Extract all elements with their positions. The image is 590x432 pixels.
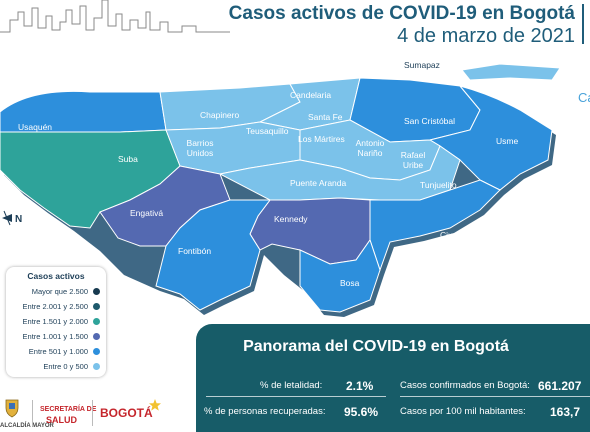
logo-separator [92,400,93,426]
por100mil-label: Casos por 100 mil habitantes: [400,406,526,417]
covid-summary-panel: Panorama del COVID-19 en Bogotá % de let… [196,324,590,432]
label-candelaria: Candelaria [290,90,332,100]
page-subtitle-date: 4 de marzo de 2021 [397,25,575,47]
label-kennedy: Kennedy [274,214,308,224]
label-sumapaz: Sumapaz [404,60,440,70]
legend-item: Entre 1.501 y 2.000 [12,314,100,329]
cropped-side-text: Ca [578,90,590,105]
north-arrow-icon: N [2,210,22,226]
locality-fontibon[interactable] [155,199,271,311]
secretaria-line1: SECRETARÍA DE [40,406,97,413]
label-fontibon: Fontibón [178,246,212,256]
logo-separator [32,400,33,426]
label-san-cristobal: San Cristóbal [404,116,456,126]
legend-item-label: Entre 1.501 y 2.000 [22,317,88,326]
panel-divider [206,396,386,397]
locality-sumapaz[interactable] [461,63,561,81]
letalidad-value: 2.1% [346,379,374,393]
legend-item-label: Entre 1.001 y 1.500 [22,332,88,341]
legend-title: Casos activos [27,271,85,281]
bogota-localities-map [0,63,561,317]
coat-of-arms-icon [5,399,19,418]
por100mil-value: 163,7 [550,405,581,419]
label-chapinero: Chapinero [200,110,240,120]
label-usme: Usme [496,136,519,146]
locality-engativa[interactable] [99,165,231,247]
header-divider [582,4,584,44]
letalidad-label: % de letalidad: [260,380,323,391]
panel-title: Panorama del COVID-19 en Bogotá [243,338,509,355]
compass-letter: N [15,214,22,225]
confirmados-value: 661.207 [538,379,582,393]
label-usaquen: Usaquén [18,122,53,132]
confirmados-label: Casos confirmados en Bogotá: [400,380,530,391]
city-skyline-graphic [0,0,230,33]
legend-swatch [93,363,100,370]
label-santa-fe: Santa Fe [308,112,343,122]
label-rafael-uribe: Rafael Uribe [400,150,426,170]
panel-divider [400,396,590,397]
label-antonio-narino: Antonio Nariño [355,138,385,158]
legend-item-label: Entre 0 y 500 [43,362,88,371]
page-title: Casos activos de COVID-19 en Bogotá [228,3,575,24]
secretaria-line2: SALUD [46,415,77,425]
label-teusaquillo: Teusaquillo [246,126,289,136]
recuperadas-value: 95.6% [344,405,379,419]
bogota-logo: BOGOTÁ [100,406,153,420]
legend-item: Mayor que 2.500 [12,284,100,299]
legend-item: Entre 1.001 y 1.500 [12,329,100,344]
legend-item: Entre 2.001 y 2.500 [12,299,100,314]
legend-swatch [93,333,100,340]
legend-item-label: Entre 501 y 1.000 [28,347,88,356]
legend-swatch [93,348,100,355]
star-logo-icon [149,399,161,411]
recuperadas-label: % de personas recuperadas: [204,406,326,417]
label-barrios-unidos: Barrios Unidos [186,138,214,158]
legend-swatch [93,318,100,325]
legend-item-label: Mayor que 2.500 [31,287,88,296]
footer-logos: ALCALDÍA MAYOR SECRETARÍA DE SALUD BOGOT… [0,392,196,432]
legend-item: Entre 0 y 500 [12,359,100,374]
label-engativa: Engativá [130,208,164,218]
label-los-martires: Los Mártires [298,134,345,144]
legend-item-label: Entre 2.001 y 2.500 [22,302,88,311]
alcaldia-text: ALCALDÍA MAYOR [0,423,54,429]
legend-items: Mayor que 2.500 Entre 2.001 y 2.500 Entr… [12,284,100,374]
legend-swatch [93,303,100,310]
label-bosa: Bosa [340,278,360,288]
locality-bosa[interactable] [299,238,381,313]
label-tunjuelito: Tunjuelito [420,180,457,190]
legend-item: Entre 501 y 1.000 [12,344,100,359]
label-suba: Suba [118,154,138,164]
label-puente-aranda: Puente Aranda [290,178,347,188]
label-ciudad-bolivar: Ciudad Bolívar [440,230,496,240]
legend-swatch [93,288,100,295]
map-legend: Casos activos Mayor que 2.500 Entre 2.00… [6,267,106,377]
